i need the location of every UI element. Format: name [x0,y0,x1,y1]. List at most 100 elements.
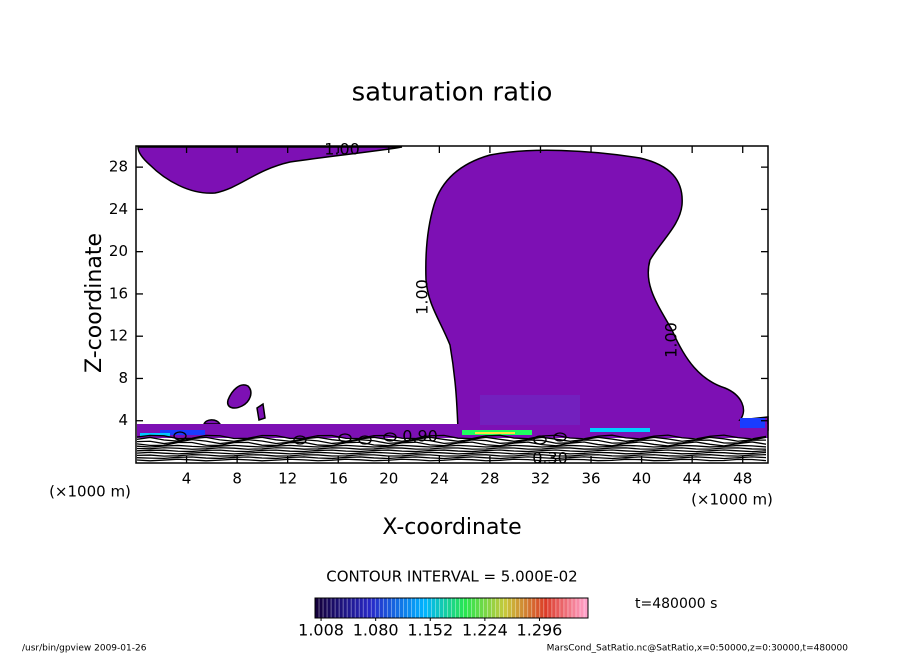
colorbar-cell [363,598,368,618]
colorbar-cell [411,598,416,618]
colorbar-cell [347,598,352,618]
contour-fill [256,402,266,421]
x-tick-label: 48 [733,470,752,488]
contour-line [136,438,767,445]
contour-line [136,454,767,457]
contour-lines [136,431,767,462]
colorbar-cell [315,598,320,618]
x-unit-label: (×1000 m) [691,491,773,509]
colorbar-cell [503,598,509,618]
x-tick-label: 40 [632,470,651,488]
x-tick-label: 8 [232,470,242,488]
y-tick-label: 28 [109,158,128,176]
x-tick-label: 4 [182,470,192,488]
colorbar-cell [463,598,468,618]
colorbar-cell [455,598,460,618]
colorbar-cell [451,598,456,618]
colorbar-cell [343,598,348,618]
contour-label: 1.00 [324,140,360,159]
contour-fill [226,384,252,409]
footer-right: MarsCond_SatRatio.nc@SatRatio,x=0:50000,… [547,644,849,654]
color-streak [475,432,515,434]
x-axis-label: X-coordinate [382,515,521,540]
colorbar-tick-label: 1.224 [462,621,508,640]
x-tick-label: 24 [430,470,449,488]
colorbar-cell [567,598,573,618]
colorbar-cell [351,598,356,618]
contour-line [533,435,547,445]
colorbar-cell [415,598,420,618]
colorbar-cell [419,598,424,618]
colorbar-cell [519,598,525,618]
contour-line [338,433,352,443]
colorbar-cell [475,598,480,618]
contour-label: 0.90 [402,427,438,446]
plot-area [136,146,769,462]
contour-fill [137,146,403,194]
colorbar-cell [559,598,565,618]
x-tick-label: 36 [581,470,600,488]
colorbar-cell [499,598,504,618]
colorbar-cell [483,598,488,618]
colorbar-frame [314,597,589,619]
colorbar-cell [547,598,553,618]
colorbar-cell [387,598,392,618]
color-streak [480,395,580,425]
x-tick-label: 16 [329,470,348,488]
colorbar-cell [407,598,412,618]
colorbar-cell [367,598,372,618]
colorbar-cell [511,598,517,618]
colorbar-cell [379,598,384,618]
colorbar-cell [467,598,472,618]
x-tick-label: 28 [480,470,499,488]
colorbar-cell [479,598,484,618]
x-tick-label: 12 [278,470,297,488]
y-tick-label: 16 [109,284,128,302]
colorbar-cell [575,598,581,618]
contour-line [136,436,767,442]
footer-left: /usr/bin/gpview 2009-01-26 [22,644,147,654]
colorbar-cell [327,598,332,618]
colorbar-cell [427,598,432,618]
y-tick-label: 4 [118,411,128,429]
contour-fill [202,419,222,425]
colorbar-tick-label: 1.152 [407,621,453,640]
colorbar-cell [563,598,569,618]
colorbar-cell [531,598,537,618]
colorbar-cell [423,598,428,618]
contour-line [293,435,307,445]
colorbar-cell [487,598,492,618]
colorbar-cell [507,598,513,618]
x-tick-label: 44 [683,470,702,488]
contour-line [553,432,567,442]
colorbar-cell [443,598,448,618]
colorbar-cell [571,598,577,618]
contour-line [136,434,767,440]
colorbar-cell [383,598,388,618]
colorbar-cell [395,598,400,618]
contour-label: 1.00 [413,279,432,315]
colorbar-cell [447,598,452,618]
colorbar-cell [491,598,496,618]
contour-line [136,449,767,453]
colorbar-cell [331,598,336,618]
colorbar-cell [523,598,529,618]
y-tick-label: 20 [109,242,128,260]
x-tick-label: 32 [531,470,550,488]
color-streak [590,428,650,432]
colorbar-cell [375,598,380,618]
colorbar-cell [555,598,561,618]
contour-label: 0.30 [532,449,568,468]
colorbar-cell [359,598,364,618]
colorbar-cell [495,598,500,618]
contour-line [136,447,767,450]
time-label: t=480000 s [635,596,717,612]
contour-line [173,431,187,441]
y-tick-label: 12 [109,327,128,345]
colorbar-cell [527,598,533,618]
y-tick-label: 24 [109,200,128,218]
contour-line [136,451,767,455]
colorbar-cell [319,598,324,618]
colorbar-cell [339,598,344,618]
